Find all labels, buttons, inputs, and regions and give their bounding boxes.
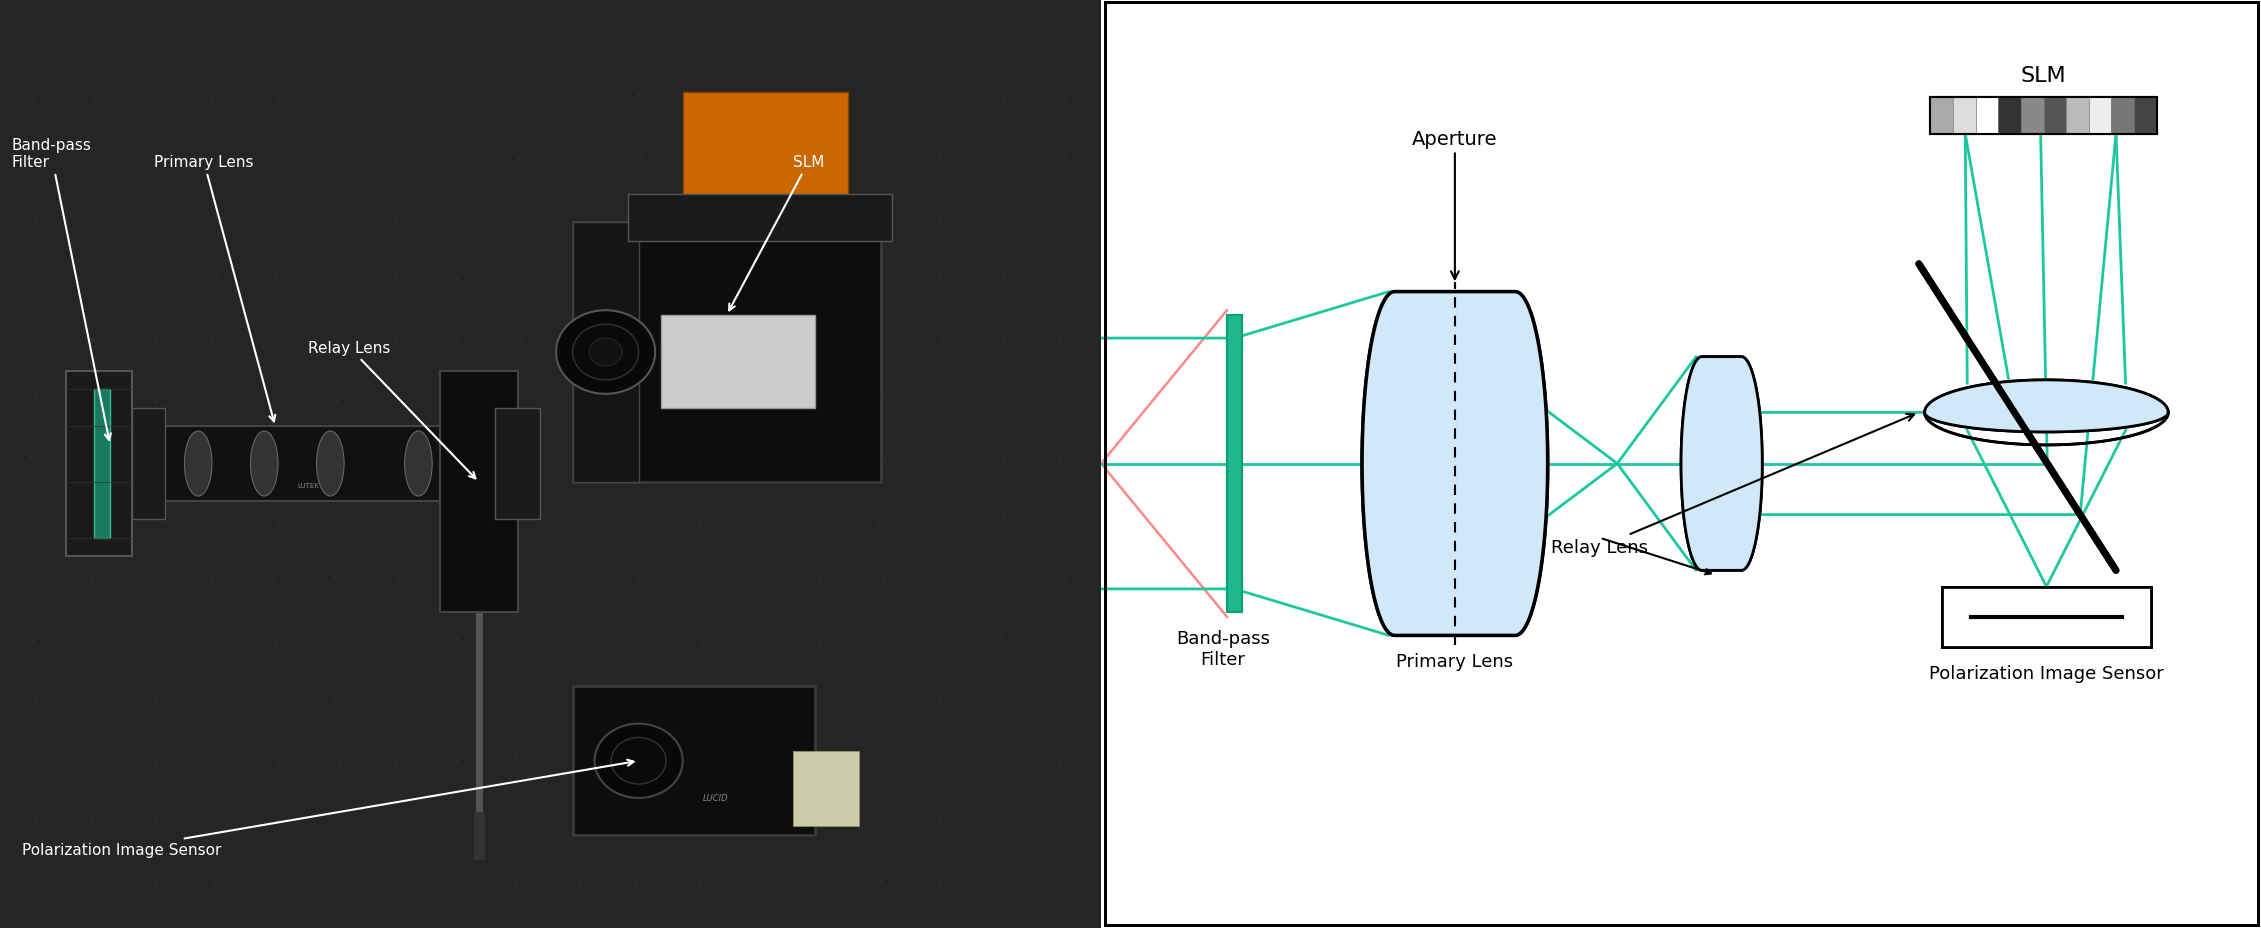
Bar — [1976, 97, 1999, 135]
Circle shape — [590, 339, 622, 367]
Bar — [2067, 97, 2089, 135]
Bar — [495, 408, 540, 520]
Bar — [572, 687, 814, 835]
Polygon shape — [441, 371, 518, 612]
Text: SLM: SLM — [2021, 66, 2067, 86]
Circle shape — [572, 325, 638, 380]
Polygon shape — [1924, 380, 2168, 432]
Bar — [154, 427, 506, 501]
Bar — [629, 195, 891, 241]
Text: Polarization Image Sensor: Polarization Image Sensor — [23, 760, 633, 857]
Bar — [1999, 97, 2021, 135]
Polygon shape — [1682, 357, 1761, 571]
Bar — [1942, 587, 2150, 648]
Bar — [1931, 97, 1954, 135]
Text: Polarization Image Sensor: Polarization Image Sensor — [1929, 664, 2164, 682]
Polygon shape — [1682, 357, 1761, 571]
Polygon shape — [1361, 292, 1549, 636]
Ellipse shape — [251, 432, 278, 496]
Bar — [1931, 97, 2157, 135]
Text: Primary Lens: Primary Lens — [1397, 652, 1513, 670]
Circle shape — [556, 311, 656, 394]
Bar — [2021, 97, 2044, 135]
Circle shape — [610, 738, 667, 784]
Bar — [2021, 97, 2044, 135]
Polygon shape — [1361, 292, 1549, 636]
Bar — [572, 223, 638, 483]
Bar — [660, 316, 814, 408]
Bar — [2067, 97, 2089, 135]
Bar — [1942, 587, 2150, 648]
Bar — [683, 93, 848, 204]
Text: LUCID: LUCID — [703, 793, 728, 803]
Bar — [2134, 97, 2157, 135]
Bar — [2089, 97, 2112, 135]
Polygon shape — [1924, 380, 2168, 432]
Circle shape — [595, 724, 683, 798]
Bar — [2044, 97, 2067, 135]
Text: LUTEK: LUTEK — [298, 483, 319, 488]
Bar — [1954, 97, 1976, 135]
Bar — [66, 371, 131, 557]
Bar — [572, 223, 882, 483]
Bar — [1976, 97, 1999, 135]
Bar — [1931, 97, 1954, 135]
Bar — [1931, 97, 2157, 135]
Bar — [2089, 97, 2112, 135]
Bar — [131, 408, 165, 520]
Bar — [1954, 97, 1976, 135]
Text: Band-pass
Filter: Band-pass Filter — [1176, 629, 1271, 668]
Text: Band-pass
Filter: Band-pass Filter — [11, 137, 111, 441]
Ellipse shape — [185, 432, 213, 496]
Bar — [794, 752, 859, 826]
Bar — [93, 390, 111, 538]
Text: SLM: SLM — [728, 155, 825, 311]
Ellipse shape — [317, 432, 344, 496]
Text: Aperture: Aperture — [1413, 130, 1497, 280]
Bar — [2134, 97, 2157, 135]
Text: Relay Lens: Relay Lens — [1551, 415, 1915, 556]
Text: Primary Lens: Primary Lens — [154, 155, 276, 422]
Bar — [2112, 97, 2134, 135]
Bar — [2112, 97, 2134, 135]
Text: Relay Lens: Relay Lens — [307, 341, 475, 479]
Ellipse shape — [405, 432, 432, 496]
Bar — [1228, 316, 1241, 612]
Bar — [1999, 97, 2021, 135]
Bar — [2044, 97, 2067, 135]
Bar — [1228, 316, 1241, 612]
